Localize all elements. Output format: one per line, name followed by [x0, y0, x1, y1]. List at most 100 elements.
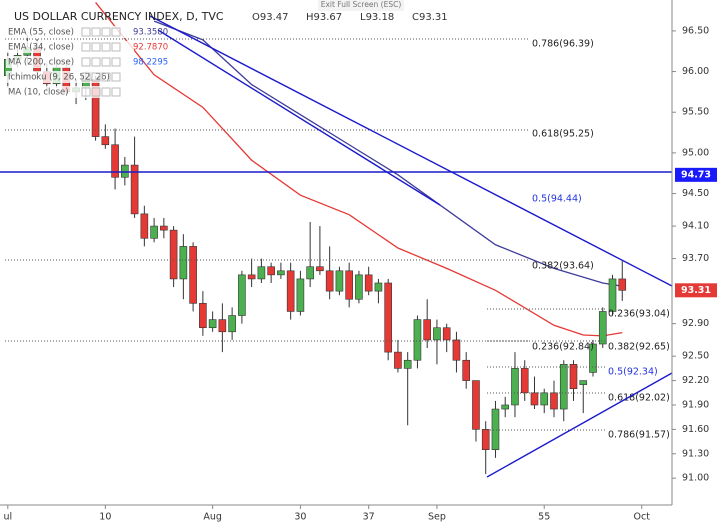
legend-icon[interactable]: [111, 87, 121, 97]
x-tick-label: Oct: [634, 512, 651, 523]
fib-label: 0.382(92.65): [608, 342, 670, 353]
legend-value: 92.7870: [133, 43, 168, 53]
candle-body: [160, 225, 168, 231]
candle-body: [130, 164, 139, 215]
plot-area: [4, 2, 627, 475]
candle-body: [481, 429, 490, 451]
legend-icon[interactable]: [91, 87, 101, 97]
legend-icon[interactable]: [101, 57, 111, 67]
candle-body: [140, 213, 149, 239]
legend-value: 98.2295: [133, 58, 168, 68]
ohlc-header: O93.47 H93.67 L93.18 C93.31: [252, 12, 448, 23]
candle-body: [325, 270, 334, 292]
ohlc-value: C93.31: [412, 12, 448, 23]
candle-body: [423, 319, 431, 341]
legend-label: Ichimoku (9, 26, 52, 26): [8, 73, 110, 83]
candle-body: [442, 327, 451, 341]
candle-body: [472, 380, 480, 430]
legend-icon[interactable]: [101, 87, 111, 97]
price-label-box: [675, 283, 717, 298]
candle-body: [228, 315, 236, 333]
fib-label: 0.786(96.39): [532, 39, 594, 50]
candle-body: [433, 327, 441, 341]
candle-body: [540, 392, 549, 406]
y-tick-label: 95.50: [682, 107, 709, 118]
y-tick-label: 94.50: [682, 188, 709, 199]
trend-line: [149, 15, 673, 287]
y-tick-label: 96.00: [682, 66, 709, 77]
indicator-line: [153, 20, 623, 287]
banner[interactable]: Exit Full Screen (ESC): [321, 0, 402, 9]
candle-body: [169, 229, 178, 280]
legend-label: MA (200, close): [8, 58, 74, 68]
trend-lines: [0, 15, 673, 478]
fib-labels: 0.786(96.39) 0.618(95.25) 0.5(94.44) 0.3…: [532, 39, 670, 441]
candle-body: [589, 343, 597, 373]
trend-line: [157, 29, 441, 206]
legend-icon[interactable]: [101, 42, 111, 52]
candle-body: [413, 319, 422, 361]
candle-body: [296, 278, 305, 312]
fib-label: 0.786(91.57): [608, 430, 670, 441]
x-tick-label: Sep: [428, 512, 446, 523]
legend-icon[interactable]: [81, 27, 91, 37]
legend-icon[interactable]: [101, 27, 111, 37]
candle-body: [335, 270, 344, 292]
legend-icon[interactable]: [81, 72, 91, 82]
candle-body: [511, 368, 519, 406]
legend-icon[interactable]: [101, 72, 111, 82]
ohlc-value: H93.67: [306, 12, 342, 23]
candle-body: [501, 404, 510, 410]
ohlc-value: O93.47: [252, 12, 289, 23]
legend-label: MA (10, close): [8, 88, 69, 98]
candle-body: [179, 246, 188, 280]
legend-icon[interactable]: [91, 27, 101, 37]
x-tick-label: 10: [99, 512, 111, 523]
price-label-box: [675, 167, 717, 182]
candle-body: [355, 274, 363, 300]
candle-body: [579, 380, 588, 385]
candle-body: [462, 359, 471, 381]
ohlc-value: L93.18: [360, 12, 394, 23]
y-tick-label: 94.10: [682, 221, 709, 232]
candle-body: [286, 270, 295, 312]
fib-label: 0.618(92.02): [608, 393, 670, 404]
candle-body: [189, 246, 197, 304]
legend-icon[interactable]: [91, 57, 101, 67]
candle-body: [257, 266, 266, 280]
candle-body: [121, 164, 129, 178]
legend-icon[interactable]: [111, 72, 121, 82]
candle-body: [101, 136, 110, 146]
x-tick-label: 37: [363, 512, 375, 523]
candle-body: [394, 351, 402, 369]
y-tick-label: 91.00: [682, 473, 709, 484]
legend-icon[interactable]: [91, 42, 101, 52]
candle-body: [559, 364, 568, 410]
legend: EMA (55, close) 93.3580 EMA (34, close) 92.…: [6, 26, 168, 98]
y-tick-label: 96.50: [682, 25, 709, 36]
y-tick-label: 93.70: [682, 253, 709, 264]
candle-body: [238, 274, 246, 316]
trend-line: [486, 372, 673, 478]
candle-body: [364, 274, 373, 292]
fib-label: 0.236(92.84): [532, 342, 594, 353]
y-tick-label: 92.90: [682, 318, 709, 329]
legend-icon[interactable]: [91, 72, 101, 82]
candle-body: [384, 282, 392, 353]
legend-icon[interactable]: [81, 57, 91, 67]
candle-body: [550, 392, 558, 410]
fib-label: 0.236(93.04): [608, 309, 670, 320]
legend-value: 93.3580: [133, 28, 168, 38]
banner-box[interactable]: [318, 0, 404, 11]
legend-icon[interactable]: [111, 42, 121, 52]
candle-body: [345, 270, 353, 300]
candle-body: [618, 278, 627, 291]
candle-body: [277, 270, 285, 276]
candle-body: [267, 266, 275, 276]
legend-icon[interactable]: [81, 87, 91, 97]
legend-icon[interactable]: [111, 27, 121, 37]
legend-icon[interactable]: [111, 57, 121, 67]
legend-icon[interactable]: [81, 42, 91, 52]
legend-label: EMA (55, close): [8, 28, 74, 38]
